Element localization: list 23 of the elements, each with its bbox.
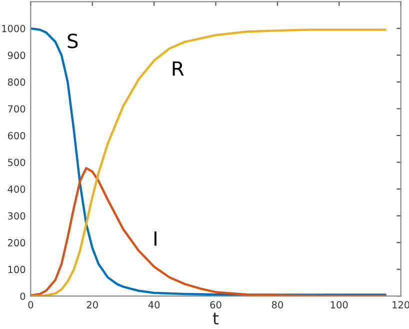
y-tick-label: 500 bbox=[8, 158, 26, 166]
x-tick-label: 40 bbox=[148, 301, 160, 308]
y-tick-label: 900 bbox=[8, 52, 26, 60]
series-label: R bbox=[172, 61, 184, 76]
y-tick-label: 400 bbox=[8, 186, 26, 193]
series-label: S bbox=[68, 34, 78, 48]
y-tick-label: 100 bbox=[8, 266, 26, 274]
y-tick-label: 1000 bbox=[2, 24, 26, 32]
y-tick-label: 800 bbox=[8, 78, 26, 86]
x-tick-label: 60 bbox=[210, 301, 222, 308]
x-axis-title: t bbox=[212, 312, 219, 324]
x-tick-label: 120 bbox=[392, 301, 409, 308]
x-tick-label: 80 bbox=[272, 301, 283, 308]
x-tick-label: 100 bbox=[330, 301, 348, 308]
y-tick-label: 700 bbox=[8, 105, 26, 113]
y-tick-label: 300 bbox=[8, 212, 26, 220]
y-tick-label: 0 bbox=[20, 292, 26, 300]
x-tick-label: 0 bbox=[28, 301, 34, 308]
line-series bbox=[30, 167, 387, 296]
y-tick-label: 600 bbox=[8, 132, 26, 140]
series-label: I bbox=[154, 231, 156, 246]
y-tick-label: 200 bbox=[8, 239, 26, 246]
x-tick-label: 20 bbox=[86, 301, 98, 308]
